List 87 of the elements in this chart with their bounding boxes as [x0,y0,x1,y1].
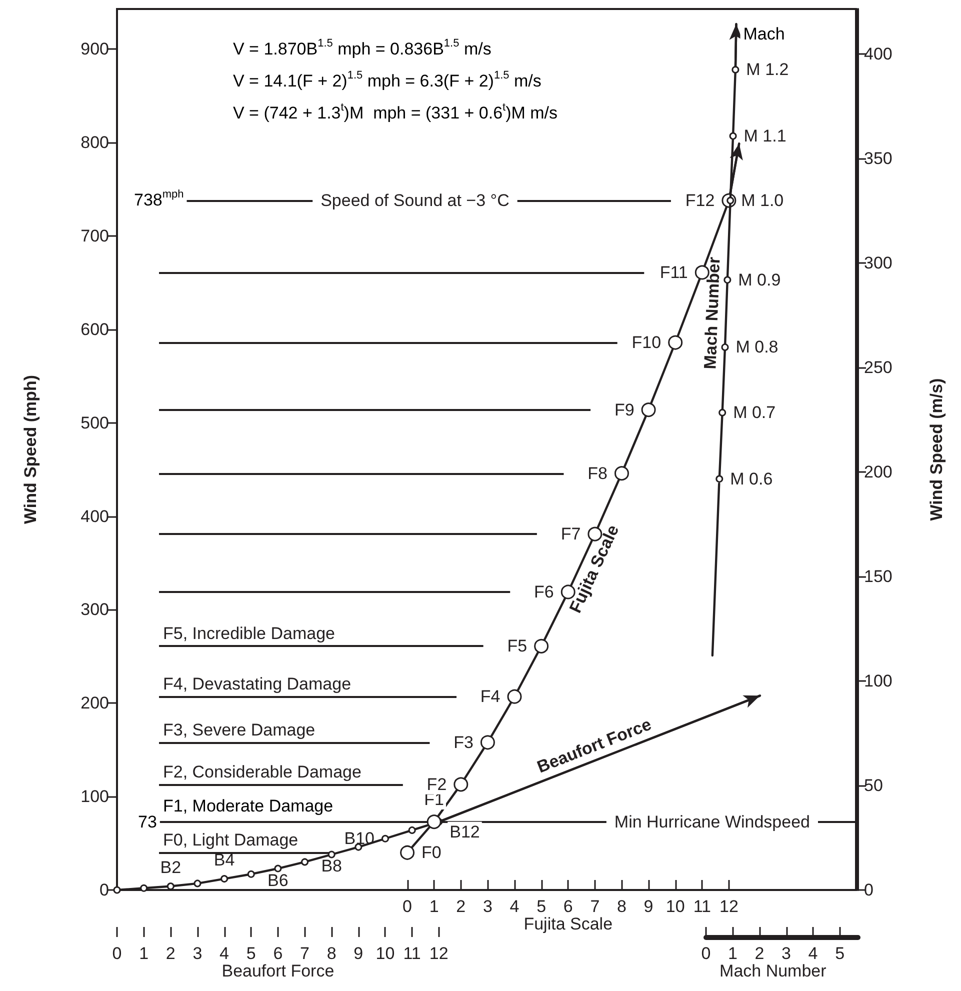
y-tick-label: 100 [80,787,109,806]
x-tick-label: 12 [429,944,448,963]
y-tick-label: 800 [80,133,109,152]
x2-tick-label: 3 [482,897,492,916]
y2-tick-label: 150 [864,567,892,586]
y2-tick-label: 300 [864,254,892,273]
x2-tick-label: 2 [456,897,466,916]
x2-tick-label: 8 [616,897,626,916]
x-tick-label: 4 [808,944,818,963]
y2-tick-label: 100 [864,672,892,691]
x2-tick-label: 1 [429,897,439,916]
data-label: B12 [450,822,480,842]
y-axis-title: Wind Speed (mph) [21,374,40,524]
y2-tick-label: 350 [864,149,892,168]
y-tick-label: 400 [80,506,109,526]
y-tick-label: 500 [80,413,109,432]
x-tick-label: 3 [782,944,792,963]
x2-tick-label: 6 [563,897,573,916]
ref-line-label: F3, Severe Damage [163,720,316,740]
x2-tick-label: 10 [666,897,685,916]
ref-line-label: F4, Devastating Damage [163,674,352,694]
x-tick-label: 4 [220,944,230,963]
x-tick-label: 0 [112,944,122,963]
x2-tick-label: 0 [402,897,412,916]
y2-tick-label: 200 [864,462,892,482]
data-label: M 1.0 [741,191,784,210]
y-tick-label: 300 [80,600,109,620]
x-tick-label: 10 [376,944,395,963]
ref-line-label: F5, Incredible Damage [163,624,335,644]
data-label: F5 [507,636,528,656]
x2-tick-label: 4 [510,897,520,916]
y-tick-label: 700 [80,226,109,246]
annotation: Mach [743,24,785,44]
annotation: 73 [138,812,157,832]
y2-tick-label: 400 [864,44,892,64]
data-label: F0 [422,843,442,862]
x-tick-label: 5 [835,944,845,963]
x-axis-title: Beaufort Force [222,962,334,980]
data-label: M 1.2 [746,60,789,80]
data-label: F10 [632,333,662,352]
y-tick-label: 0 [100,880,109,900]
y-tick-label: 200 [80,694,109,713]
x-tick-label: 11 [403,944,421,963]
x-tick-label: 9 [354,944,364,963]
ref-line-label: Speed of Sound at −3 °C [320,191,510,210]
x2-tick-label: 5 [536,897,546,916]
data-label: B4 [214,850,235,870]
y-tick-label: 900 [80,40,109,59]
y-tick-label: 600 [80,320,109,339]
data-label: F12 [685,191,715,210]
annotation: F1, Moderate Damage [163,796,334,816]
data-label: F8 [588,464,608,483]
x2-tick-label: 7 [590,897,600,916]
x2-tick-label: 9 [644,897,654,916]
text: Mach Number [700,256,724,370]
x-tick-label: 2 [754,944,764,963]
x-tick-label: 5 [246,944,256,963]
x-tick-label: 0 [701,944,711,963]
ref-line-label: F2, Considerable Damage [163,762,362,782]
data-label: F11 [660,262,688,282]
y2-tick-label: 250 [864,358,892,378]
y2-tick-label: 0 [864,880,874,900]
data-label: M 0.9 [738,270,781,290]
data-label: M 0.7 [733,403,776,422]
data-label: B6 [268,870,288,890]
y2-axis-title: Wind Speed (m/s) [927,378,946,521]
x-tick-label: 1 [139,944,149,963]
x2-tick-label: 11 [693,897,711,916]
data-label: F6 [534,582,554,602]
y2-tick-label: 50 [864,776,883,796]
data-label: B8 [321,856,342,876]
data-label: F9 [614,400,634,420]
data-label: B2 [160,858,182,878]
x2-axis-title: Fujita Scale [524,914,613,934]
x-tick-label: 1 [728,944,738,963]
x-tick-label: 6 [273,944,283,963]
data-label: F7 [560,524,581,544]
data-label: M 0.6 [730,469,773,488]
x-tick-label: 2 [166,944,176,963]
data-label: M 0.8 [736,338,778,357]
data-label: M 1.1 [744,126,786,146]
ref-line-label: F0, Light Damage [163,830,298,850]
x-tick-label: 3 [192,944,202,963]
x-tick-label: 8 [326,944,336,963]
x2-tick-label: 12 [719,897,738,916]
x-axis-title: Mach Number [720,962,827,980]
x-tick-label: 7 [300,944,310,963]
